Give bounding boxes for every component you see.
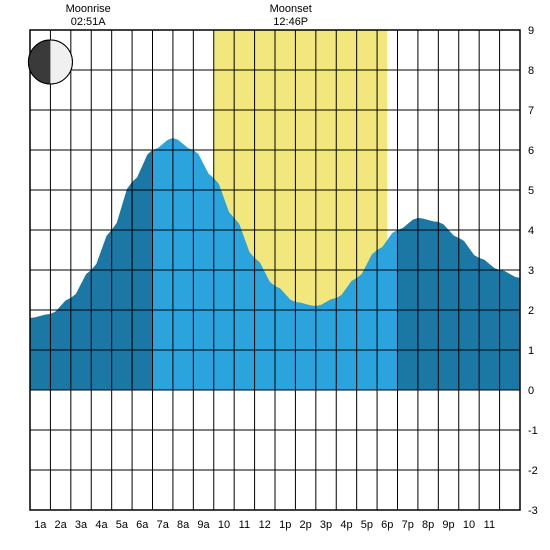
- x-tick-label: 7a: [157, 519, 170, 531]
- y-tick-label: -1: [528, 425, 538, 437]
- x-tick-label: 9a: [197, 519, 210, 531]
- y-tick-label: 4: [528, 225, 534, 237]
- x-tick-label: 4a: [95, 519, 108, 531]
- x-tick-label: 7p: [402, 519, 414, 531]
- x-tick-label: 12: [259, 519, 271, 531]
- y-tick-label: 8: [528, 65, 534, 77]
- moonrise-time: 02:51A: [71, 16, 107, 28]
- x-tick-label: 1a: [34, 519, 47, 531]
- x-tick-label: 5a: [116, 519, 129, 531]
- moonset-time: 12:46P: [273, 16, 308, 28]
- y-tick-label: 3: [528, 265, 534, 277]
- y-tick-label: 6: [528, 145, 534, 157]
- x-tick-label: 3a: [75, 519, 88, 531]
- y-tick-label: 1: [528, 345, 534, 357]
- x-tick-label: 2a: [55, 519, 68, 531]
- x-tick-label: 8a: [177, 519, 190, 531]
- x-tick-label: 5p: [361, 519, 373, 531]
- x-tick-label: 9p: [442, 519, 454, 531]
- x-tick-label: 8p: [422, 519, 434, 531]
- y-tick-label: 9: [528, 25, 534, 37]
- x-tick-label: 10: [463, 519, 475, 531]
- x-tick-label: 3p: [320, 519, 332, 531]
- moon-lit-half: [50, 40, 72, 84]
- x-tick-label: 2p: [300, 519, 312, 531]
- y-tick-label: -3: [528, 505, 538, 517]
- x-tick-label: 1p: [279, 519, 291, 531]
- x-tick-label: 11: [239, 519, 250, 531]
- y-tick-label: 0: [528, 385, 534, 397]
- y-tick-label: 7: [528, 105, 534, 117]
- x-tick-label: 6p: [381, 519, 393, 531]
- moonrise-label: Moonrise: [66, 3, 111, 15]
- moonset-label: Moonset: [270, 3, 312, 15]
- y-tick-label: 5: [528, 185, 534, 197]
- x-tick-label: 6a: [136, 519, 149, 531]
- y-tick-label: -2: [528, 465, 538, 477]
- tide-chart: -3-2-101234567891a2a3a4a5a6a7a8a9a101112…: [0, 0, 550, 550]
- x-tick-label: 4p: [340, 519, 352, 531]
- y-tick-label: 2: [528, 305, 534, 317]
- chart-svg: -3-2-101234567891a2a3a4a5a6a7a8a9a101112…: [0, 0, 550, 550]
- x-tick-label: 10: [218, 519, 230, 531]
- x-tick-label: 11: [484, 519, 495, 531]
